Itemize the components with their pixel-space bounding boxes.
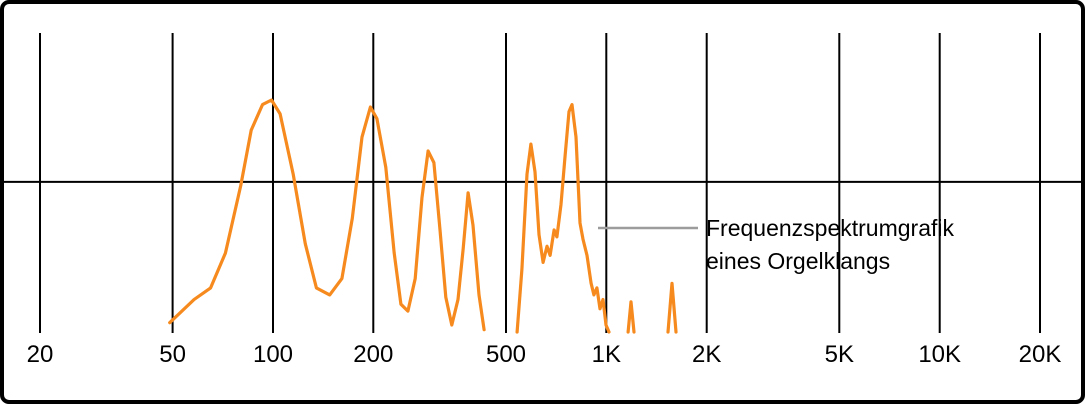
spectrum-plot <box>4 33 1081 334</box>
x-tick-label-500: 500 <box>485 341 527 368</box>
spectrum-curve <box>666 281 678 334</box>
x-tick-label-100: 100 <box>252 341 294 368</box>
spectrum-curve <box>626 300 636 334</box>
x-tick-label-5K: 5K <box>824 341 854 368</box>
spectrum-curve <box>168 98 486 332</box>
annotation-line1: Frequenzspektrumgrafik <box>706 215 954 241</box>
x-tick-label-1K: 1K <box>591 341 621 368</box>
x-tick-label-2K: 2K <box>692 341 722 368</box>
x-tick-label-20K: 20K <box>1018 341 1062 368</box>
x-tick-label-10K: 10K <box>918 341 962 368</box>
x-tick-label-200: 200 <box>353 341 394 368</box>
spectrum-curve <box>515 102 611 334</box>
x-tick-label-50: 50 <box>159 341 186 368</box>
x-axis-tick-labels: 20 50 100 200 500 1K 2K 5K 10K 20K <box>4 341 1081 375</box>
annotation-line2: eines Orgelklangs <box>706 248 891 274</box>
annotation-label: Frequenzspektrumgrafik eines Orgelklangs <box>706 212 954 278</box>
x-tick-label-20: 20 <box>26 341 54 368</box>
